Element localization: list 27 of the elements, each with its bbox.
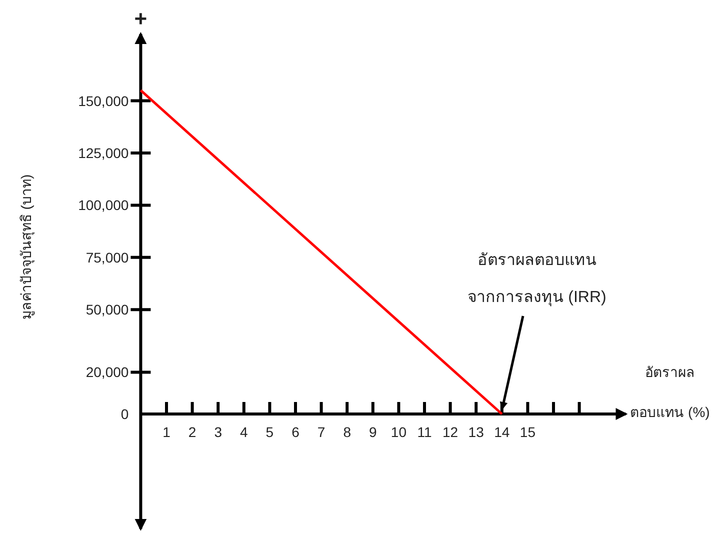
x-tick-label: 10	[390, 424, 407, 440]
x-tick-label: 9	[369, 424, 377, 440]
x-tick-label: 12	[442, 424, 458, 440]
y-tick-label: 100,000	[78, 197, 129, 214]
x-tick-label: 11	[417, 424, 432, 440]
y-tick-label: 20,000	[86, 364, 129, 380]
x-tick-label: 5	[266, 424, 274, 440]
x-tick-label: 1	[162, 424, 171, 440]
y-tick-label: 0	[120, 406, 129, 422]
y-tick-label: 50,000	[86, 302, 129, 318]
x-tick-label: 3	[214, 424, 222, 440]
y-axis-title: มูลค่าปัจจุบันสุทธิ (บาท)	[18, 174, 35, 320]
x-tick-label: 4	[240, 424, 248, 440]
y-tick-label: 150,000	[78, 92, 129, 109]
x-tick-label: 2	[188, 424, 196, 440]
x-tick-label: 13	[468, 424, 484, 440]
x-tick-label: 7	[317, 424, 326, 440]
y-tick-label: 75,000	[86, 249, 129, 266]
annotation: อัตราผลตอบแทน	[478, 252, 596, 269]
x-tick-label: 14	[494, 424, 510, 440]
x-tick-label: 15	[520, 424, 536, 440]
text: +	[134, 6, 148, 31]
annotation: จากการลงทุน (IRR)	[468, 289, 606, 307]
x-tick-label: 6	[292, 424, 300, 440]
y-tick-label: 125,000	[78, 145, 129, 161]
text: อัตราผล ตอบแทน (%)	[630, 364, 710, 420]
x-tick-label: 8	[343, 424, 352, 440]
